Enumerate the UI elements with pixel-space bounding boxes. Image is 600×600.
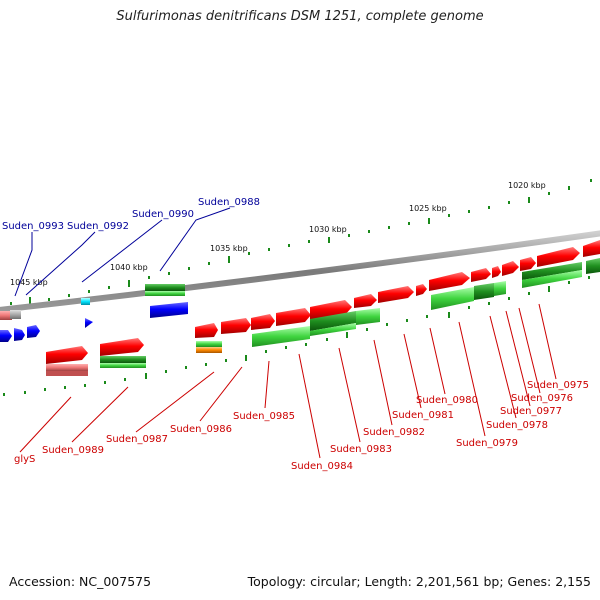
scale-label: 1020 kbp bbox=[508, 181, 546, 190]
gene-arrow-red bbox=[221, 318, 251, 334]
cds-track-block bbox=[196, 341, 222, 347]
other-feature bbox=[196, 347, 222, 353]
gene-label: Suden_0976 bbox=[511, 393, 573, 404]
gene-label: Suden_0982 bbox=[363, 427, 425, 438]
gene-block-pink bbox=[46, 364, 88, 371]
gene-label: Suden_0985 bbox=[233, 411, 295, 422]
gene-arrow-red bbox=[46, 346, 88, 364]
gene-label: Suden_0988 bbox=[198, 197, 260, 208]
gene-label: Suden_0975 bbox=[527, 380, 589, 391]
cds-track-block bbox=[100, 363, 146, 368]
gene-arrow-blue bbox=[0, 330, 12, 342]
genome-summary-text: Topology: circular; Length: 2,201,561 bp… bbox=[247, 574, 591, 589]
scale-label: 1045 kbp bbox=[10, 278, 48, 287]
gene-block-gray bbox=[10, 310, 21, 319]
scale-ticks bbox=[10, 179, 592, 305]
gene-label: Suden_0992 bbox=[67, 221, 129, 232]
cds-track-block bbox=[145, 284, 185, 291]
rna-gene bbox=[81, 298, 90, 305]
gene-arrow-red bbox=[354, 294, 377, 308]
gene-arrow-red bbox=[537, 247, 580, 267]
gene-arrow-red bbox=[251, 314, 275, 330]
gene-block-pink bbox=[0, 311, 12, 320]
gene-arrow-red bbox=[195, 323, 218, 338]
inner-ticks bbox=[3, 276, 590, 396]
gene-label: Suden_0993 bbox=[2, 221, 64, 232]
gene-arrow-red bbox=[520, 257, 536, 271]
leader-lines-red bbox=[19, 303, 557, 459]
gene-label: glyS bbox=[14, 454, 35, 465]
scale-label: 1030 kbp bbox=[309, 225, 347, 234]
gene-arrow-red bbox=[416, 284, 427, 296]
gene-arrow-red bbox=[502, 261, 519, 276]
gene-label: Suden_0980 bbox=[416, 395, 478, 406]
gene-labels-red: glyS Suden_0989 Suden_0987 Suden_0986 Su… bbox=[14, 380, 589, 472]
gene-label: Suden_0981 bbox=[392, 410, 454, 421]
cds-track-block bbox=[100, 356, 146, 363]
gene-arrow-red bbox=[429, 272, 470, 291]
cds-tracks bbox=[252, 258, 600, 347]
gene-arrow-red bbox=[378, 286, 414, 303]
gene-arrow-blue bbox=[14, 328, 25, 341]
scale-label: 1035 kbp bbox=[210, 244, 248, 253]
reverse-genes bbox=[0, 284, 188, 342]
accession-text: Accession: NC_007575 bbox=[9, 574, 152, 589]
gene-arrow-red bbox=[471, 268, 491, 282]
gene-label: Suden_0977 bbox=[500, 406, 562, 417]
gene-arrow-red bbox=[492, 266, 501, 278]
gene-label: Suden_0978 bbox=[486, 420, 548, 431]
gene-label: Suden_0986 bbox=[170, 424, 232, 435]
gene-arrow-blue bbox=[85, 318, 93, 328]
scale-label: 1040 kbp bbox=[110, 263, 148, 272]
genome-backbone bbox=[0, 230, 600, 313]
gene-label: Suden_0990 bbox=[132, 209, 194, 220]
gene-arrow-red bbox=[100, 338, 144, 356]
map-title: Sulfurimonas denitrificans DSM 1251, com… bbox=[116, 9, 484, 24]
gene-label: Suden_0989 bbox=[42, 445, 104, 456]
gene-arrow-blue bbox=[27, 325, 40, 338]
gene-label: Suden_0987 bbox=[106, 434, 168, 445]
gene-arrow-blue bbox=[150, 302, 188, 318]
gene-arrow-red bbox=[583, 240, 600, 257]
gene-arrow-red bbox=[276, 308, 311, 326]
gene-labels-blue: Suden_0993 Suden_0992 Suden_0990 Suden_0… bbox=[2, 197, 260, 232]
gene-label: Suden_0979 bbox=[456, 438, 518, 449]
forward-genes bbox=[46, 240, 600, 376]
scale-labels: 1020 kbp 1025 kbp 1030 kbp 1035 kbp 1040… bbox=[10, 181, 546, 287]
gene-block-pink bbox=[46, 371, 88, 376]
gene-label: Suden_0984 bbox=[291, 461, 353, 472]
scale-label: 1025 kbp bbox=[409, 204, 447, 213]
gene-label: Suden_0983 bbox=[330, 444, 392, 455]
leader-lines-blue bbox=[14, 207, 231, 297]
cds-track-block bbox=[145, 291, 185, 296]
